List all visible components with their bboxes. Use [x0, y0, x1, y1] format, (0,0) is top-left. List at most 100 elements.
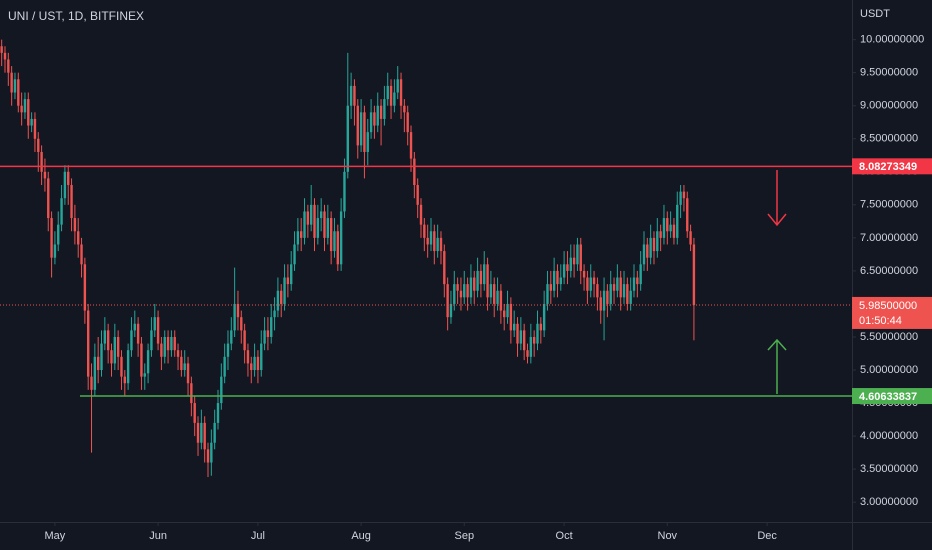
- candle-body: [469, 277, 473, 298]
- candle-body: [230, 330, 233, 344]
- candle-body: [466, 284, 469, 298]
- candle-body: [616, 277, 619, 291]
- candle-body: [536, 323, 539, 344]
- candle-body: [240, 317, 243, 331]
- candle-body: [606, 290, 609, 304]
- candle-body: [336, 231, 340, 265]
- candle-body: [589, 277, 592, 291]
- candle-body: [519, 330, 523, 344]
- candle-body: [3, 52, 7, 60]
- level-label: 4.60633837: [859, 391, 917, 403]
- candle-body: [306, 211, 310, 225]
- candle-body: [359, 112, 363, 146]
- y-tick-label: 8.50000000: [860, 133, 918, 145]
- candle-body: [276, 290, 280, 311]
- x-tick-label: May: [45, 530, 66, 542]
- candle-body: [123, 376, 127, 384]
- candle-body: [329, 218, 333, 252]
- candle-body: [586, 277, 589, 291]
- candle-body: [619, 277, 622, 298]
- candle-body: [113, 336, 117, 364]
- candle-body: [449, 303, 453, 318]
- candle-body: [140, 343, 143, 377]
- candle-body: [669, 224, 672, 232]
- candle-body: [20, 105, 23, 113]
- candle-body: [50, 218, 53, 258]
- candle-body: [393, 92, 396, 106]
- candle-body: [100, 343, 103, 371]
- candle-body: [679, 191, 682, 205]
- candle-body: [236, 303, 240, 318]
- candle-body: [383, 99, 386, 119]
- candle-body: [339, 211, 343, 265]
- candle-body: [612, 284, 616, 291]
- candle-body: [689, 231, 692, 245]
- candle-body: [552, 270, 556, 291]
- x-tick-label: Dec: [757, 530, 777, 542]
- candle-body: [672, 224, 676, 238]
- candle-body: [506, 303, 509, 318]
- candle-body: [186, 363, 190, 384]
- y-tick-label: 4.00000000: [860, 430, 918, 442]
- candle-body: [170, 336, 173, 351]
- candle-body: [7, 59, 10, 73]
- candle-body: [63, 171, 67, 199]
- y-tick-label: 9.50000000: [860, 67, 918, 79]
- candle-body: [106, 330, 110, 351]
- candle-body: [546, 284, 549, 304]
- candle-body: [463, 284, 466, 298]
- candle-body: [47, 178, 50, 219]
- candle-body: [323, 211, 326, 238]
- level-label-box: [852, 158, 932, 175]
- candle-body: [216, 403, 220, 423]
- candle-body: [493, 284, 496, 304]
- candle-body: [636, 277, 639, 285]
- candle-body: [220, 376, 223, 404]
- candle-body: [223, 356, 226, 377]
- candle-body: [659, 231, 662, 238]
- candle-body: [256, 356, 260, 371]
- candle-body: [369, 112, 373, 133]
- candle-body: [399, 79, 403, 106]
- candle-body: [532, 336, 536, 344]
- candle-body: [556, 270, 559, 285]
- candle-body: [313, 204, 316, 238]
- candle-body: [642, 244, 646, 265]
- candle-body: [30, 118, 33, 126]
- candle-body: [572, 257, 576, 265]
- candle-body: [246, 350, 250, 364]
- y-tick-label: 3.50000000: [860, 463, 918, 475]
- candle-body: [116, 336, 120, 357]
- candle-body: [566, 264, 569, 271]
- candle-body: [180, 356, 183, 371]
- candle-body: [509, 303, 513, 331]
- candle-body: [33, 118, 37, 139]
- candle-body: [503, 310, 506, 318]
- last-price-box: [852, 296, 932, 329]
- candle-body: [433, 231, 436, 252]
- level-label: 8.08273349: [859, 161, 917, 173]
- candle-body: [373, 112, 376, 126]
- candle-body: [426, 237, 429, 245]
- candle-body: [13, 79, 17, 93]
- candle-body: [522, 330, 526, 351]
- candle-body: [599, 297, 602, 311]
- candle-body: [67, 171, 70, 186]
- candle-body: [316, 218, 320, 238]
- candle-body: [43, 171, 47, 179]
- candle-body: [499, 290, 503, 311]
- candle-body: [143, 373, 146, 377]
- candle-body: [379, 105, 383, 119]
- candle-body: [512, 323, 516, 331]
- y-tick-label: 6.50000000: [860, 265, 918, 277]
- y-tick-label: 10.00000000: [860, 34, 924, 46]
- candle-body: [333, 231, 336, 252]
- candle-body: [666, 218, 669, 232]
- level-label-box: [852, 388, 932, 405]
- candle-body: [130, 330, 133, 351]
- candle-body: [27, 99, 30, 126]
- candle-body: [626, 284, 629, 304]
- candle-body: [439, 237, 443, 252]
- candle-body: [416, 185, 419, 205]
- candle-body: [183, 363, 186, 371]
